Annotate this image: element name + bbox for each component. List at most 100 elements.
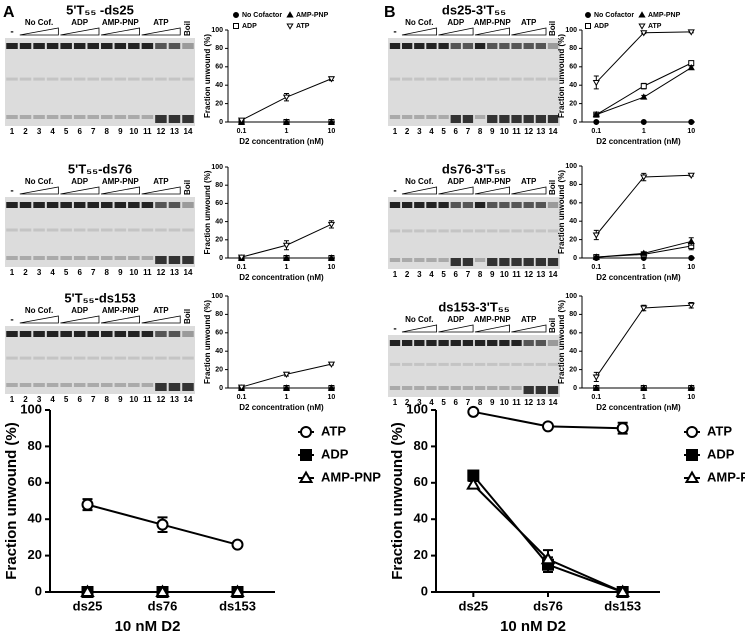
lane-group-label: AMP-PNP bbox=[102, 306, 140, 315]
legend-label: ATP bbox=[321, 423, 346, 438]
gel-band bbox=[168, 383, 181, 391]
data-point bbox=[687, 384, 695, 391]
x-tick-label: ds153 bbox=[219, 598, 256, 613]
y-tick-label: 100 bbox=[565, 27, 577, 34]
lane-group-label: AMP-PNP bbox=[474, 315, 512, 324]
gel-band bbox=[168, 228, 181, 232]
gel-band bbox=[87, 256, 99, 260]
legend-label: ATP bbox=[707, 423, 732, 438]
y-tick-label: 20 bbox=[28, 547, 42, 562]
y-tick-label: 20 bbox=[215, 237, 223, 244]
y-tick-label: 60 bbox=[569, 330, 577, 337]
gel-band bbox=[401, 115, 413, 119]
gel-band bbox=[474, 362, 486, 366]
legend-marker bbox=[585, 23, 591, 29]
data-point bbox=[282, 384, 291, 391]
data-point bbox=[640, 249, 648, 256]
gel-band bbox=[87, 202, 99, 208]
gel-band bbox=[114, 356, 127, 360]
y-axis-label: Fraction unwound (%) bbox=[557, 300, 566, 384]
data-point bbox=[230, 584, 245, 597]
gel-band bbox=[438, 386, 449, 390]
gel-title: ds25-3'T₅₅ bbox=[442, 2, 506, 17]
legend-label: ADP bbox=[594, 23, 609, 30]
concentration-wedge bbox=[19, 186, 59, 195]
lane-number: 12 bbox=[156, 395, 165, 404]
gel-band bbox=[33, 383, 45, 387]
lane-group-label: No Cof. bbox=[405, 177, 433, 186]
panel-label: A bbox=[3, 4, 15, 21]
data-point bbox=[615, 584, 630, 597]
gel-band bbox=[60, 383, 72, 387]
y-tick-label: 40 bbox=[414, 511, 428, 526]
data-point bbox=[327, 254, 336, 261]
gel-band bbox=[523, 386, 534, 394]
data-point bbox=[688, 255, 695, 261]
gel-band bbox=[535, 340, 547, 346]
data-point bbox=[237, 254, 246, 261]
gel-band bbox=[499, 202, 510, 208]
lane-group-label: ADP bbox=[71, 306, 89, 315]
data-point bbox=[592, 384, 600, 391]
gel-band bbox=[426, 229, 437, 233]
y-tick-label: 100 bbox=[20, 401, 42, 416]
concentration-wedge bbox=[511, 27, 547, 36]
legend-marker bbox=[638, 23, 646, 30]
data-point bbox=[542, 420, 554, 433]
data-point bbox=[592, 232, 600, 239]
gel-band bbox=[46, 77, 59, 81]
gel-band bbox=[128, 356, 140, 360]
lane-number: 9 bbox=[118, 395, 123, 404]
gel-band bbox=[60, 228, 72, 232]
y-tick-label: 40 bbox=[215, 82, 223, 89]
gel-band bbox=[487, 362, 498, 366]
data-point bbox=[687, 172, 695, 179]
y-tick-label: 80 bbox=[569, 181, 577, 188]
gel-band bbox=[426, 77, 437, 81]
gel-band bbox=[114, 256, 127, 260]
y-tick-label: 60 bbox=[215, 200, 223, 207]
gel-band bbox=[87, 383, 99, 387]
gel-band bbox=[389, 340, 401, 346]
lane-number: 8 bbox=[105, 127, 110, 136]
gel-band bbox=[155, 228, 167, 232]
lane-number: 13 bbox=[536, 398, 545, 407]
y-tick-label: 100 bbox=[211, 293, 223, 300]
y-tick-label: 40 bbox=[569, 348, 577, 355]
lane-number: 11 bbox=[143, 268, 152, 277]
data-point bbox=[327, 76, 336, 83]
gel-band bbox=[168, 202, 181, 208]
concentration-wedge bbox=[100, 186, 140, 195]
gel-band bbox=[114, 331, 127, 337]
concentration-wedge bbox=[19, 27, 59, 36]
legend-label: AMP-PNP bbox=[707, 469, 745, 484]
series-line bbox=[595, 174, 692, 236]
gel-band bbox=[141, 115, 154, 119]
gel-band bbox=[450, 340, 461, 346]
y-tick-label: 0 bbox=[421, 583, 428, 598]
y-axis-label: Fraction unwound (%) bbox=[203, 34, 212, 118]
gel-band bbox=[101, 43, 113, 49]
gel-image bbox=[388, 38, 560, 126]
lane-group-label: AMP-PNP bbox=[102, 18, 140, 27]
gel-band bbox=[523, 115, 534, 123]
gel-band bbox=[73, 115, 86, 119]
legend-marker bbox=[300, 449, 312, 461]
gel-band bbox=[182, 202, 194, 208]
lane-number: 5 bbox=[441, 127, 446, 136]
lane-group-label: AMP-PNP bbox=[102, 177, 140, 186]
gel-band bbox=[182, 256, 194, 264]
gel-band bbox=[438, 362, 449, 366]
gel-band bbox=[46, 256, 59, 260]
gel-band bbox=[60, 43, 72, 49]
gel-band bbox=[73, 256, 86, 260]
gel-band bbox=[487, 258, 498, 266]
gel-band bbox=[547, 115, 559, 123]
gel-band bbox=[182, 228, 194, 232]
gel-band bbox=[426, 340, 437, 346]
gel-band bbox=[511, 115, 522, 123]
gel-band bbox=[535, 362, 547, 366]
data-point bbox=[327, 361, 336, 368]
lane-number: 10 bbox=[500, 127, 509, 136]
gel-band bbox=[168, 43, 181, 49]
